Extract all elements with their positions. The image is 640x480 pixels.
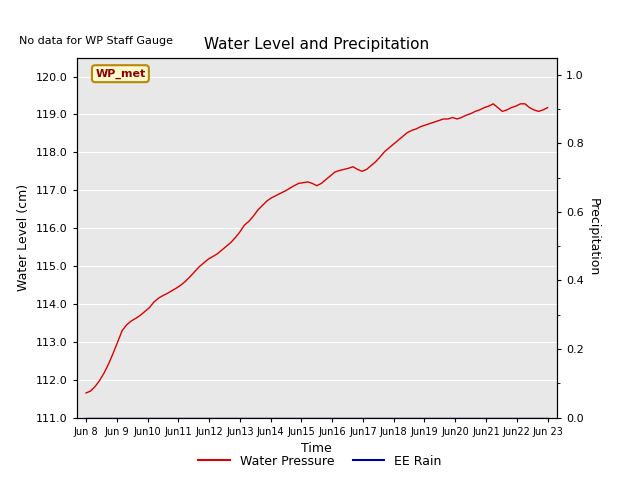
Legend: Water Pressure, EE Rain: Water Pressure, EE Rain [193, 450, 447, 473]
Y-axis label: Water Level (cm): Water Level (cm) [17, 184, 31, 291]
Y-axis label: Precipitation: Precipitation [588, 198, 600, 277]
X-axis label: Time: Time [301, 442, 332, 455]
Text: No data for WP Staff Gauge: No data for WP Staff Gauge [19, 36, 173, 46]
Text: WP_met: WP_met [95, 69, 145, 79]
Title: Water Level and Precipitation: Water Level and Precipitation [204, 37, 429, 52]
